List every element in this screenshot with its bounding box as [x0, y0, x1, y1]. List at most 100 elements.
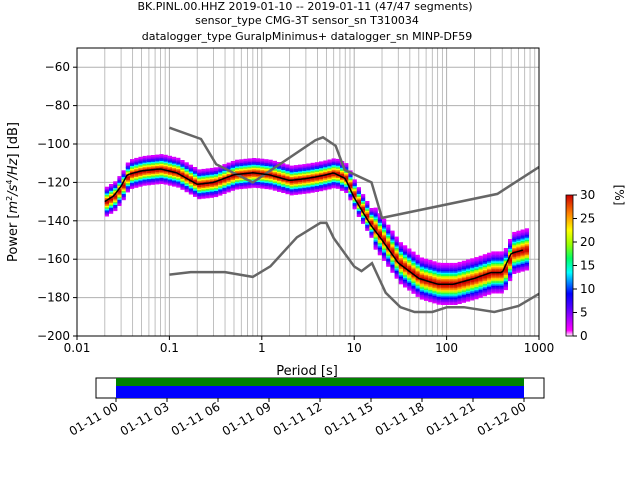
histogram-cell	[373, 221, 378, 224]
histogram-cell	[239, 170, 244, 173]
histogram-cell	[159, 174, 164, 177]
histogram-cell	[457, 300, 462, 303]
histogram-cell	[495, 288, 500, 291]
histogram-cell	[201, 196, 206, 199]
histogram-cell	[461, 288, 466, 291]
histogram-cell	[512, 253, 517, 256]
histogram-cell	[247, 183, 252, 186]
histogram-cell	[361, 220, 366, 223]
histogram-cell	[235, 176, 240, 179]
histogram-cell	[113, 187, 118, 190]
histogram-cell	[445, 279, 450, 282]
histogram-cell	[197, 186, 202, 189]
histogram-cell	[352, 204, 357, 207]
histogram-cell	[319, 189, 324, 192]
histogram-cell	[495, 259, 500, 262]
histogram-cell	[247, 163, 252, 166]
histogram-cell	[180, 160, 185, 163]
histogram-cell	[151, 161, 156, 164]
histogram-cell	[415, 273, 420, 276]
histogram-cell	[319, 172, 324, 175]
histogram-cell	[314, 183, 319, 186]
histogram-cell	[130, 159, 135, 162]
histogram-cell	[146, 172, 151, 175]
histogram-cell	[411, 260, 416, 263]
histogram-cell	[335, 180, 340, 183]
histogram-cell	[503, 258, 508, 261]
histogram-cell	[419, 271, 424, 274]
histogram-cell	[407, 263, 412, 266]
histogram-cell	[478, 280, 483, 283]
histogram-cell	[520, 255, 525, 258]
histogram-cell	[365, 227, 370, 230]
histogram-cell	[415, 259, 420, 262]
histogram-cell	[214, 170, 219, 173]
histogram-cell	[508, 271, 513, 274]
histogram-cell	[424, 289, 429, 292]
histogram-cell	[445, 270, 450, 273]
histogram-cell	[428, 298, 433, 301]
histogram-cell	[440, 287, 445, 290]
histogram-cell	[125, 185, 130, 188]
histogram-cell	[478, 286, 483, 289]
histogram-cell	[377, 239, 382, 242]
histogram-cell	[478, 287, 483, 291]
histogram-cell	[436, 301, 441, 304]
histogram-cell	[306, 180, 311, 183]
histogram-cell	[415, 282, 420, 285]
histogram-cell	[222, 168, 227, 171]
histogram-cell	[285, 184, 290, 187]
histogram-cell	[314, 182, 319, 185]
histogram-cell	[159, 163, 164, 166]
histogram-cell	[201, 193, 206, 196]
histogram-cell	[487, 268, 492, 271]
histogram-cell	[365, 222, 370, 225]
histogram-cell	[109, 207, 114, 210]
histogram-cell	[310, 165, 315, 169]
histogram-cell	[407, 259, 412, 262]
histogram-cell	[382, 251, 387, 254]
histogram-cell	[247, 169, 252, 172]
histogram-cell	[419, 260, 424, 263]
colorbar-gradient	[565, 194, 574, 337]
histogram-cell	[235, 175, 240, 178]
histogram-cell	[398, 276, 403, 279]
histogram-cell	[180, 184, 185, 187]
histogram-cell	[482, 294, 487, 297]
histogram-cell	[356, 187, 361, 190]
histogram-cell	[163, 170, 168, 173]
histogram-cell	[512, 248, 517, 251]
histogram-cell	[386, 230, 391, 233]
histogram-cell	[138, 158, 143, 161]
histogram-cell	[495, 277, 500, 280]
x-tick-label: 100	[435, 341, 458, 355]
histogram-cell	[524, 251, 529, 254]
histogram-cell	[125, 171, 130, 174]
histogram-cell	[428, 283, 433, 286]
histogram-cell	[230, 188, 235, 191]
histogram-cell	[474, 281, 479, 284]
histogram-cell	[487, 278, 492, 281]
histogram-cell	[453, 292, 458, 295]
histogram-cell	[373, 224, 378, 227]
histogram-cell	[121, 196, 126, 199]
histogram-cell	[411, 268, 416, 271]
histogram-cell	[134, 159, 139, 162]
histogram-cell	[222, 181, 227, 184]
histogram-cell	[117, 194, 122, 197]
histogram-cell	[256, 182, 261, 185]
histogram-cell	[440, 298, 445, 301]
histogram-cell	[314, 168, 319, 171]
histogram-cell	[503, 260, 508, 263]
histogram-cell	[470, 258, 475, 261]
histogram-cell	[264, 176, 269, 179]
histogram-cell	[310, 164, 315, 167]
histogram-cell	[188, 183, 193, 186]
histogram-cell	[487, 263, 492, 266]
histogram-cell	[382, 223, 387, 226]
histogram-cell	[167, 158, 172, 161]
histogram-cell	[516, 259, 521, 263]
histogram-cell	[356, 213, 361, 216]
histogram-cell	[356, 208, 361, 211]
histogram-cell	[491, 279, 496, 282]
